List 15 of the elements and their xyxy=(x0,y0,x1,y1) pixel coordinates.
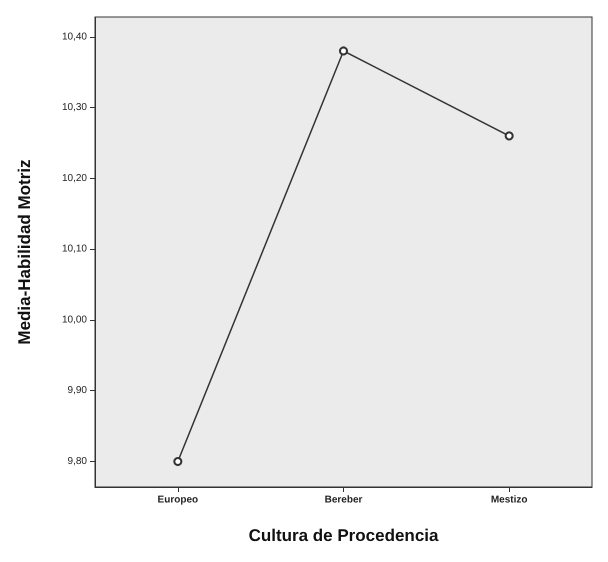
y-tick-label: 10,30 xyxy=(62,102,88,114)
x-tick-label: Mestizo xyxy=(490,494,528,506)
y-tick-label: 10,40 xyxy=(62,31,88,42)
y-tick-label: 10,20 xyxy=(62,172,88,184)
point xyxy=(504,131,514,140)
x-tick-label: Bereber xyxy=(324,494,362,506)
point xyxy=(339,46,348,56)
x-axis-title: Cultura de Procedencia xyxy=(248,526,439,545)
y-axis-title: Media-Habilidad Motriz xyxy=(15,159,34,345)
y-tick-label: 10,00 xyxy=(62,314,88,326)
y-tick-label: 9,80 xyxy=(68,456,88,468)
y-tick-label: 10,10 xyxy=(62,244,88,255)
x-tick-label: Europeo xyxy=(158,494,198,506)
point xyxy=(173,457,182,466)
y-tick-label: 9,90 xyxy=(68,385,88,396)
